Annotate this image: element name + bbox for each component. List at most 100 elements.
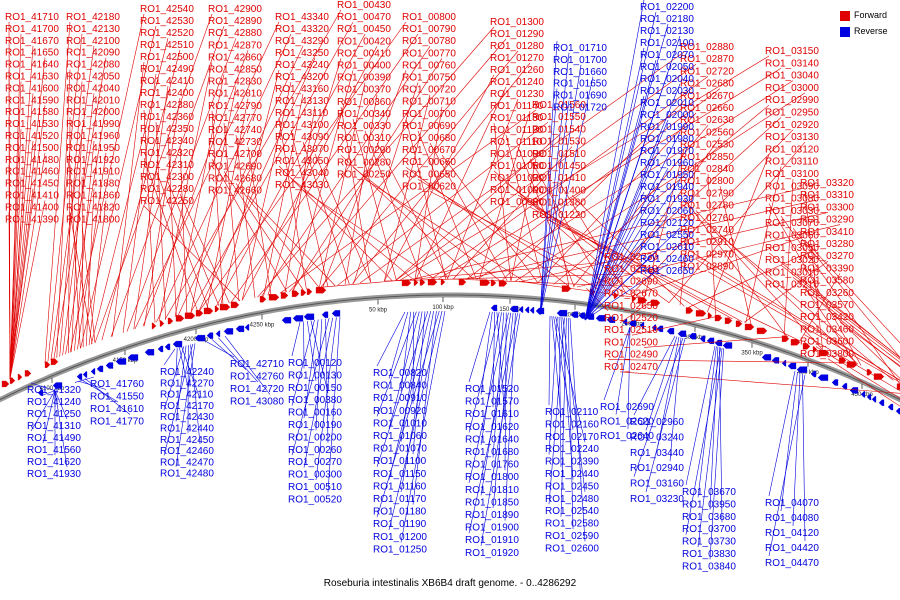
- label-connector: [122, 73, 157, 333]
- label-connector: [241, 81, 292, 301]
- forward-gene: [637, 297, 648, 304]
- label-connector: [465, 199, 817, 280]
- gene-label: RO1_03030: [765, 206, 819, 217]
- label-connector: [529, 206, 733, 320]
- gene-label: RO1_42440: [160, 424, 214, 435]
- label-connector: [352, 118, 397, 281]
- gene-label: RO1_02580: [545, 519, 599, 530]
- gene-label: RO1_02890: [680, 262, 734, 273]
- gene-label: RO1_41910: [66, 167, 120, 178]
- label-connector: [409, 187, 805, 281]
- label-connector: [539, 88, 558, 316]
- label-connector: [204, 340, 235, 358]
- gene-label: RO1_01810: [465, 485, 519, 496]
- gene-label: RO1_00780: [402, 36, 456, 47]
- label-connector: [164, 9, 342, 320]
- reverse-gene: [595, 315, 607, 322]
- gene-label: RO1_00790: [402, 24, 456, 35]
- gene-label: RO1_01070: [373, 444, 427, 455]
- gene-label: RO1_41700: [5, 24, 59, 35]
- gene-label: RO1_01930: [640, 194, 694, 205]
- label-connector: [468, 311, 491, 383]
- label-connector: [803, 285, 856, 364]
- gene-label: RO1_00330: [337, 121, 391, 132]
- label-connector: [803, 334, 900, 392]
- gene-label: RO1_02240: [545, 444, 599, 455]
- gene-label: RO1_01610: [465, 409, 519, 420]
- label-connector: [177, 45, 304, 317]
- label-connector: [340, 106, 371, 283]
- gene-label: RO1_42080: [66, 60, 120, 71]
- reverse-gene: [96, 365, 104, 373]
- forward-gene: [685, 307, 694, 314]
- reverse-gene: [666, 327, 675, 335]
- label-connector: [220, 69, 280, 306]
- gene-label: RO1_01120: [490, 125, 544, 136]
- forward-gene: [50, 358, 59, 365]
- gene-label: RO1_42860: [208, 52, 262, 63]
- label-connector: [584, 95, 645, 321]
- label-connector: [352, 167, 500, 281]
- label-connector: [388, 311, 420, 430]
- label-connector: [9, 93, 34, 379]
- gene-label: RO1_42700: [208, 149, 262, 160]
- gene-label: RO1_42530: [140, 16, 194, 27]
- gene-label: RO1_00710: [402, 97, 456, 108]
- label-connector: [69, 212, 93, 344]
- gene-label: RO1_42360: [140, 112, 194, 123]
- label-connector: [548, 317, 565, 505]
- gene-label: RO1_01850: [465, 497, 519, 508]
- gene-label: RO1_41590: [5, 95, 59, 106]
- gene-label: RO1_41990: [66, 119, 120, 130]
- reverse-gene: [761, 354, 772, 361]
- gene-label: RO1_02740: [680, 225, 734, 236]
- forward-gene: [735, 320, 743, 327]
- forward-gene: [9, 377, 16, 384]
- label-connector: [430, 76, 709, 280]
- reverse-gene: [490, 304, 498, 312]
- gene-label: RO1_41760: [90, 379, 144, 390]
- gene-label: RO1_41390: [5, 214, 59, 225]
- label-connector: [81, 224, 96, 343]
- forward-gene: [44, 361, 51, 368]
- gene-label: RO1_02100: [640, 38, 694, 49]
- gene-label: RO1_41530: [5, 119, 59, 130]
- legend-reverse: Reverse: [840, 26, 898, 37]
- reverse-gene: [157, 345, 164, 353]
- reverse-gene: [787, 362, 797, 370]
- gene-label: RO1_03230: [630, 494, 684, 505]
- label-connector: [480, 311, 493, 395]
- gene-label: RO1_03150: [765, 46, 819, 57]
- gene-label: RO1_42680: [208, 173, 262, 184]
- label-connector: [645, 338, 686, 493]
- gene-label: RO1_41560: [27, 445, 81, 456]
- gene-label: RO1_42770: [208, 113, 262, 124]
- label-connector: [493, 122, 512, 281]
- gene-label: RO1_41820: [66, 202, 120, 213]
- gene-label: RO1_02480: [545, 494, 599, 505]
- label-connector: [84, 378, 131, 415]
- label-connector: [352, 62, 531, 284]
- label-connector: [290, 177, 414, 280]
- label-connector: [30, 390, 56, 432]
- label-connector: [9, 224, 22, 379]
- label-connector: [54, 390, 68, 420]
- gene-label: RO1_41580: [5, 107, 59, 118]
- gene-label: RO1_41960: [66, 131, 120, 142]
- label-connector: [799, 273, 841, 342]
- gene-label: RO1_01690: [553, 91, 607, 102]
- gene-label: RO1_03210: [765, 280, 819, 291]
- label-connector: [241, 46, 378, 301]
- label-connector: [376, 142, 449, 280]
- reverse-gene: [303, 313, 315, 320]
- gene-label: RO1_00410: [337, 48, 391, 59]
- gene-label: RO1_02550: [640, 230, 694, 241]
- gene-label: RO1_00470: [337, 12, 391, 23]
- gene-label: RO1_01450: [532, 161, 586, 172]
- gene-label: RO1_42830: [208, 77, 262, 88]
- gene-label: RO1_43130: [275, 96, 329, 107]
- gene-label: RO1_03460: [800, 324, 854, 335]
- label-connector: [293, 70, 354, 292]
- label-connector: [142, 50, 249, 327]
